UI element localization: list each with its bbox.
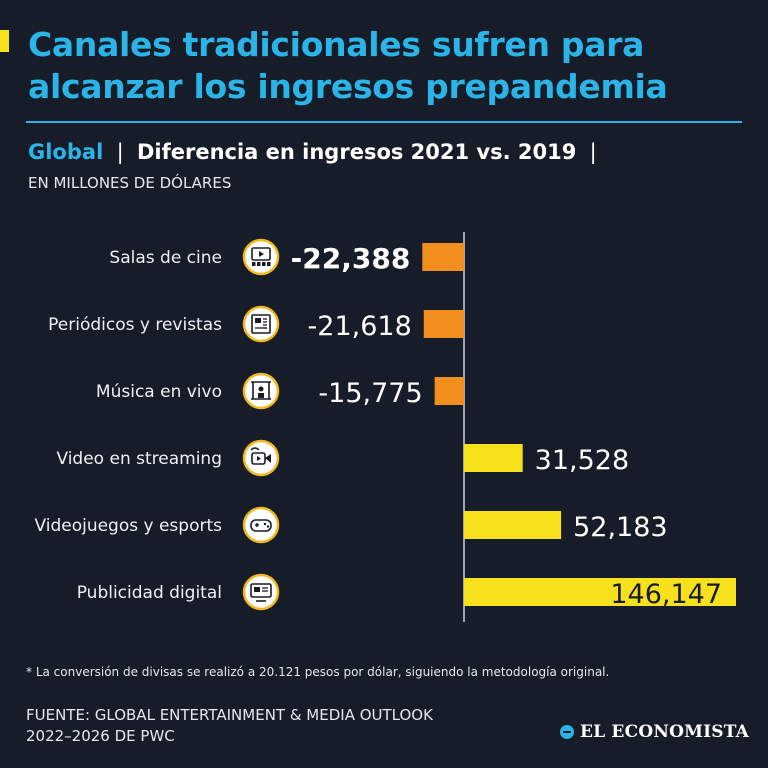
separator-right: | [589,140,597,164]
brand-logo: EL ECONOMISTA [560,722,749,742]
category-label-videojuegos-y-esports: Videojuegos y esports [34,516,222,536]
bar-periodicos-y-revistas [423,310,464,338]
digital-ads-icon [242,573,280,611]
cinema-icon [242,238,280,276]
video-streaming-icon [242,439,280,477]
separator-left: | [116,140,124,164]
title-divider [26,121,742,123]
bar-publicidad-digital [464,578,736,606]
footnote: * La conversión de divisas se realizó a … [26,665,610,679]
bar-chart: Salas de cine -22,388 Periódicos y revista… [34,232,736,622]
chart-subtitle: Global | Diferencia en ingresos 2021 vs.… [28,138,603,166]
value-label-video-en-streaming: 31,528 [535,445,629,476]
brand-mark-icon [560,725,574,739]
category-label-video-en-streaming: Video en streaming [56,449,222,469]
bar-musica-en-vivo [434,377,464,405]
title-accent-bar [0,30,9,52]
category-label-salas-de-cine: Salas de cine [109,248,222,268]
category-label-periodicos-y-revistas: Periódicos y revistas [48,315,222,335]
bar-salas-de-cine [422,243,464,271]
gamepad-icon [242,506,280,544]
value-label-salas-de-cine: -22,388 [291,242,411,275]
concert-icon [242,372,280,410]
value-label-publicidad-digital: 146,147 [610,579,722,610]
value-label-musica-en-vivo: -15,775 [318,378,422,409]
source-note: FUENTE: GLOBAL ENTERTAINMENT & MEDIA OUT… [26,706,433,745]
brand-name: EL ECONOMISTA [580,722,750,742]
category-label-musica-en-vivo: Música en vivo [96,382,222,402]
value-label-periodicos-y-revistas: -21,618 [308,311,412,342]
unit-label: EN MILLONES DE DÓLARES [28,174,232,192]
page-title: Canales tradicionales sufren para alcanz… [28,25,668,106]
region-label: Global [28,140,104,164]
bar-videojuegos-y-esports [464,511,562,539]
subtitle-text: Diferencia en ingresos 2021 vs. 2019 [136,140,577,164]
newspaper-icon [242,305,280,343]
bar-video-en-streaming [464,444,523,472]
category-label-publicidad-digital: Publicidad digital [77,583,222,603]
value-label-videojuegos-y-esports: 52,183 [573,512,667,543]
